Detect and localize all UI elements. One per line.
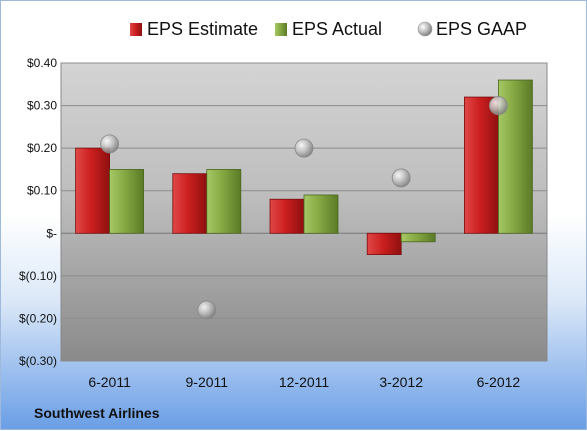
y-tick-label: $(0.20) [19, 311, 57, 325]
legend-swatch [130, 23, 142, 36]
bar-eps-actual [206, 169, 242, 234]
y-tick-label: $(0.30) [19, 354, 57, 368]
y-tick-label: $0.40 [27, 56, 57, 70]
gaap-marker [100, 134, 119, 154]
y-tick-label: $0.20 [27, 141, 57, 155]
bar-eps-estimate [463, 96, 499, 234]
bars [75, 79, 533, 255]
bar-eps-estimate [269, 198, 305, 234]
legend-swatch [275, 23, 287, 36]
legend: EPS Estimate EPS Actual EPS GAAP [130, 19, 527, 39]
x-tick-label: 3-2012 [379, 374, 423, 390]
x-axis: 6-2011 9-2011 12-2011 3-2012 6-2012 [88, 374, 520, 390]
gaap-marker [391, 168, 411, 188]
x-tick-label: 12-2011 [279, 374, 330, 390]
bar-eps-estimate [75, 147, 110, 234]
legend-label: EPS Estimate [147, 19, 258, 39]
gaap-marker [294, 138, 314, 158]
legend-label: EPS Actual [292, 19, 382, 39]
y-tick-label: $(0.10) [19, 269, 57, 283]
bar-eps-estimate [172, 173, 208, 234]
y-axis: $0.40 $0.30 $0.20 $0.10 $- $(0.10) $(0.20) $(0.… [19, 56, 57, 368]
legend-swatch [417, 21, 433, 37]
bar-eps-actual [109, 169, 144, 234]
gaap-markers [100, 96, 508, 320]
y-tick-label: $0.10 [27, 184, 57, 198]
gaap-marker [488, 96, 508, 115]
bar-eps-actual [303, 194, 339, 234]
gaap-marker [197, 300, 217, 320]
bar-eps-actual [400, 232, 436, 243]
bar-eps-estimate [366, 232, 402, 255]
x-tick-label: 6-2011 [88, 374, 131, 390]
legend-label: EPS GAAP [436, 19, 527, 39]
x-tick-label: 6-2012 [477, 374, 521, 390]
y-tick-label: $- [46, 226, 57, 240]
company-label: Southwest Airlines [34, 405, 160, 421]
x-tick-label: 9-2011 [186, 374, 229, 390]
y-tick-label: $0.30 [27, 99, 57, 113]
